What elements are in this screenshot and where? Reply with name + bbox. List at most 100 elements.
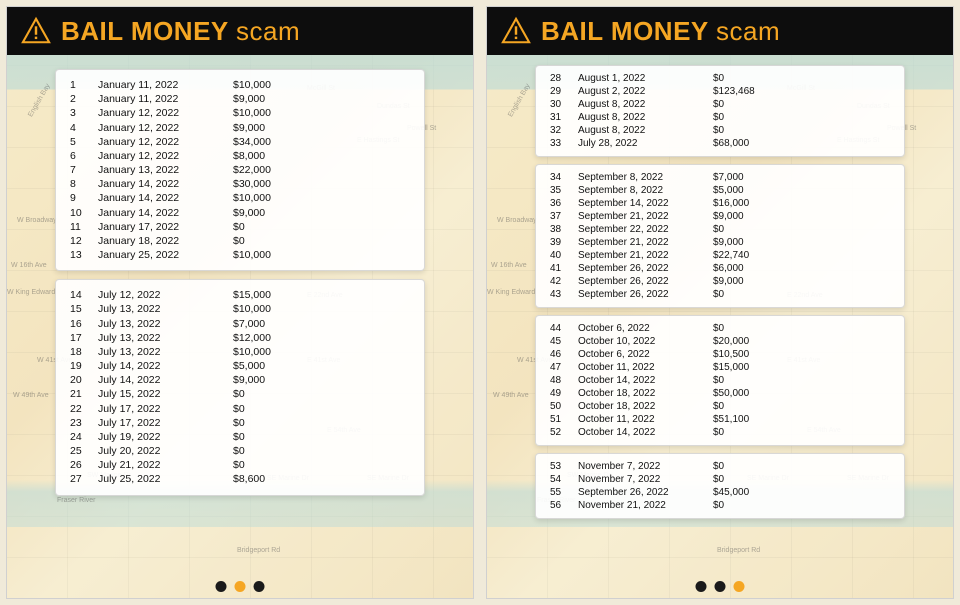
row-amount: $0: [713, 111, 793, 124]
row-date: October 11, 2022: [578, 361, 713, 374]
header-bar: BAIL MONEY scam: [7, 7, 473, 55]
table-row: 2January 11, 2022$9,000: [70, 92, 410, 106]
table-row: 45October 10, 2022$20,000: [550, 335, 890, 348]
row-date: July 13, 2022: [98, 302, 233, 316]
table-row: 33July 28, 2022$68,000: [550, 137, 890, 150]
row-amount: $0: [233, 458, 313, 472]
table-row: 43September 26, 2022$0: [550, 288, 890, 301]
row-date: July 17, 2022: [98, 402, 233, 416]
row-date: January 12, 2022: [98, 149, 233, 163]
table-row: 27July 25, 2022$8,600: [70, 472, 410, 486]
row-amount: $0: [713, 400, 793, 413]
row-index: 44: [550, 322, 578, 335]
table-row: 17July 13, 2022$12,000: [70, 331, 410, 345]
panel-left: English BayMcGill StDundas StPowell StE …: [6, 6, 474, 599]
row-date: July 25, 2022: [98, 472, 233, 486]
row-amount: $10,000: [233, 106, 313, 120]
row-index: 47: [550, 361, 578, 374]
pagination-dot[interactable]: [235, 581, 246, 592]
table-row: 36September 14, 2022$16,000: [550, 197, 890, 210]
row-amount: $9,000: [713, 275, 793, 288]
row-index: 25: [70, 444, 98, 458]
row-index: 31: [550, 111, 578, 124]
row-date: January 14, 2022: [98, 191, 233, 205]
table-row: 46October 6, 2022$10,500: [550, 348, 890, 361]
row-index: 5: [70, 135, 98, 149]
row-index: 6: [70, 149, 98, 163]
row-amount: $7,000: [713, 171, 793, 184]
table-row: 39September 21, 2022$9,000: [550, 236, 890, 249]
table-row: 7January 13, 2022$22,000: [70, 163, 410, 177]
pagination-dot[interactable]: [715, 581, 726, 592]
row-amount: $0: [713, 288, 793, 301]
row-index: 34: [550, 171, 578, 184]
row-amount: $30,000: [233, 177, 313, 191]
row-index: 50: [550, 400, 578, 413]
pagination-dot[interactable]: [696, 581, 707, 592]
table-row: 55September 26, 2022$45,000: [550, 486, 890, 499]
row-date: July 14, 2022: [98, 373, 233, 387]
row-index: 22: [70, 402, 98, 416]
row-date: September 14, 2022: [578, 197, 713, 210]
row-index: 3: [70, 106, 98, 120]
row-amount: $0: [233, 430, 313, 444]
row-amount: $10,000: [233, 345, 313, 359]
warning-icon: [501, 16, 531, 46]
table-row: 28August 1, 2022$0: [550, 72, 890, 85]
row-amount: $123,468: [713, 85, 793, 98]
row-index: 37: [550, 210, 578, 223]
row-index: 14: [70, 288, 98, 302]
table-row: 4January 12, 2022$9,000: [70, 121, 410, 135]
row-amount: $9,000: [713, 236, 793, 249]
table-row: 21July 15, 2022$0: [70, 387, 410, 401]
row-date: January 11, 2022: [98, 78, 233, 92]
table-row: 56November 21, 2022$0: [550, 499, 890, 512]
row-date: October 10, 2022: [578, 335, 713, 348]
row-date: September 21, 2022: [578, 236, 713, 249]
data-card: 1January 11, 2022$10,0002January 11, 202…: [55, 69, 425, 271]
table-row: 6January 12, 2022$8,000: [70, 149, 410, 163]
row-index: 30: [550, 98, 578, 111]
row-amount: $9,000: [233, 92, 313, 106]
row-index: 11: [70, 220, 98, 234]
pagination-dot[interactable]: [734, 581, 745, 592]
row-index: 4: [70, 121, 98, 135]
table-row: 29August 2, 2022$123,468: [550, 85, 890, 98]
table-row: 25July 20, 2022$0: [70, 444, 410, 458]
table-row: 15July 13, 2022$10,000: [70, 302, 410, 316]
table-row: 50October 18, 2022$0: [550, 400, 890, 413]
pagination-dots-right: [696, 581, 745, 592]
row-index: 29: [550, 85, 578, 98]
row-date: July 28, 2022: [578, 137, 713, 150]
table-row: 26July 21, 2022$0: [70, 458, 410, 472]
table-row: 47October 11, 2022$15,000: [550, 361, 890, 374]
table-row: 40September 21, 2022$22,740: [550, 249, 890, 262]
table-row: 49October 18, 2022$50,000: [550, 387, 890, 400]
row-index: 16: [70, 317, 98, 331]
row-date: September 8, 2022: [578, 184, 713, 197]
row-amount: $0: [713, 98, 793, 111]
row-date: August 8, 2022: [578, 124, 713, 137]
row-date: January 18, 2022: [98, 234, 233, 248]
table-row: 32August 8, 2022$0: [550, 124, 890, 137]
pagination-dot[interactable]: [254, 581, 265, 592]
row-amount: $10,000: [233, 302, 313, 316]
table-row: 24July 19, 2022$0: [70, 430, 410, 444]
content-right: 28August 1, 2022$029August 2, 2022$123,4…: [487, 55, 953, 598]
row-date: November 7, 2022: [578, 460, 713, 473]
row-amount: $9,000: [233, 206, 313, 220]
row-date: July 17, 2022: [98, 416, 233, 430]
row-amount: $10,000: [233, 78, 313, 92]
row-amount: $20,000: [713, 335, 793, 348]
row-date: September 21, 2022: [578, 249, 713, 262]
row-date: July 20, 2022: [98, 444, 233, 458]
row-index: 54: [550, 473, 578, 486]
row-date: November 7, 2022: [578, 473, 713, 486]
pagination-dot[interactable]: [216, 581, 227, 592]
table-row: 38September 22, 2022$0: [550, 223, 890, 236]
row-date: July 13, 2022: [98, 345, 233, 359]
row-amount: $34,000: [233, 135, 313, 149]
row-amount: $8,600: [233, 472, 313, 486]
row-date: October 6, 2022: [578, 322, 713, 335]
row-amount: $0: [713, 426, 793, 439]
